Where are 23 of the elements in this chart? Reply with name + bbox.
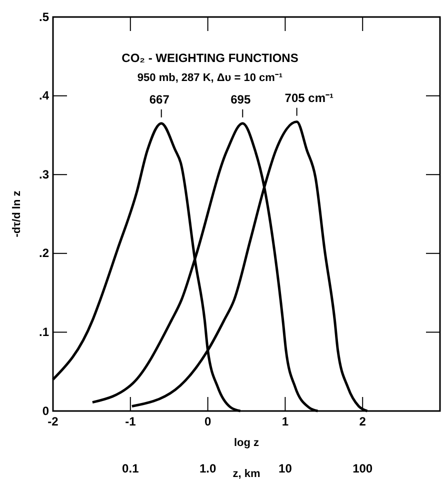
annotation: 667 — [149, 92, 170, 106]
y-tick-label: 0 — [42, 404, 50, 418]
annotation: 705 cm⁻¹ — [284, 90, 334, 105]
x-tick-label: 0 — [204, 414, 212, 429]
x-tick-label: -1 — [125, 414, 136, 429]
x2-tick-label: 10 — [278, 462, 292, 476]
y-axis-title: -dτ/d ln z — [11, 190, 23, 238]
text: 950 mb, 287 K, Δυ = 10 cm⁻¹ — [137, 72, 283, 84]
text: CO₂ - WEIGHTING FUNCTIONS — [122, 51, 298, 65]
y-tick-label: .4 — [38, 88, 50, 103]
x-axis-title: log z — [234, 437, 260, 449]
y-tick-label: .1 — [38, 325, 50, 340]
x2-axis-title: z, km — [232, 468, 260, 479]
x-tick-label: 2 — [359, 414, 366, 429]
y-tick-label: .3 — [38, 167, 50, 182]
y-tick-label: .2 — [38, 246, 50, 260]
x-tick-label: -2 — [48, 414, 59, 429]
x2-tick-label: 100 — [352, 462, 373, 476]
x2-tick-label: 1.0 — [199, 462, 216, 476]
x2-tick-label: 0.1 — [122, 462, 140, 476]
x-tick-label: 1 — [282, 414, 289, 429]
annotation: 695 — [230, 92, 251, 106]
y-tick-label: .5 — [38, 10, 50, 24]
